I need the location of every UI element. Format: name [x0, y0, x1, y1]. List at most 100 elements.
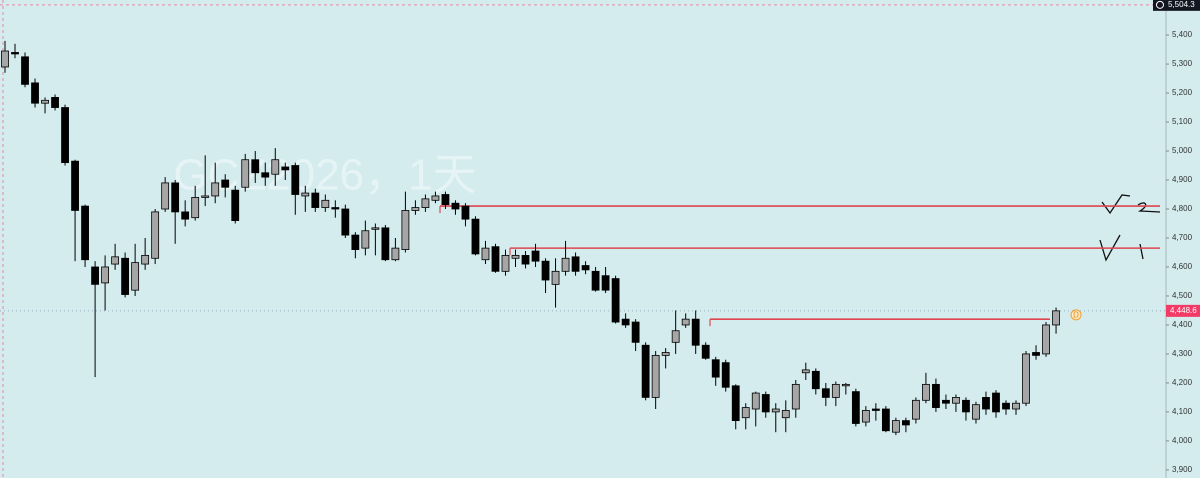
candle-body — [581, 265, 590, 271]
candle-body — [851, 391, 860, 424]
candle-body — [691, 318, 700, 346]
candle-body — [311, 192, 320, 208]
candle-body — [21, 56, 29, 85]
candle-body — [591, 270, 600, 291]
candle-body — [891, 420, 900, 433]
candle-body — [541, 260, 550, 281]
watermark: GCZ2026，1天 — [173, 151, 476, 200]
candle-body — [181, 211, 190, 220]
candle-body — [761, 394, 770, 413]
candle-body — [1042, 324, 1050, 355]
candle-body — [361, 230, 370, 249]
candle-body — [351, 234, 360, 250]
y-tick-label: 5,400 — [1172, 30, 1193, 39]
y-tick-label: 4,500 — [1172, 291, 1193, 300]
candle-body — [231, 189, 240, 221]
candle-body — [811, 370, 820, 390]
candle-body — [741, 407, 750, 419]
y-tick-label: 5,100 — [1172, 117, 1193, 126]
candle-body — [61, 107, 69, 164]
candle-body — [701, 344, 710, 359]
candle-body — [251, 159, 260, 174]
candle-body — [881, 408, 890, 432]
candle-body — [321, 199, 330, 208]
candle-body — [521, 254, 530, 265]
candle-body — [211, 182, 220, 197]
candle-body — [201, 195, 210, 198]
candle-body — [121, 257, 130, 295]
candle-body — [871, 408, 880, 411]
candle-body — [91, 266, 99, 285]
candle-body — [982, 397, 990, 410]
y-tick-label: 4,700 — [1172, 233, 1193, 242]
candle-body — [1052, 310, 1060, 326]
session-marker-label: D — [1073, 310, 1079, 319]
crosshair-icon — [1156, 0, 1164, 9]
candle-body — [711, 359, 720, 378]
candle-body — [771, 408, 780, 413]
candle-body — [922, 383, 930, 401]
candle-body — [411, 207, 420, 211]
candle-body — [551, 270, 560, 285]
candle-body — [481, 247, 490, 261]
candle-body — [191, 197, 200, 219]
candle-body — [791, 383, 800, 410]
candle-body — [391, 247, 400, 261]
candle-body — [141, 254, 150, 265]
candle-body — [1012, 402, 1020, 410]
candle-body — [731, 385, 740, 422]
candle-body — [972, 404, 980, 420]
y-tick-label: 5,300 — [1172, 59, 1193, 68]
candle-body — [131, 262, 140, 291]
candle-body — [942, 399, 950, 404]
candle-body — [721, 362, 730, 388]
candle-body — [571, 256, 580, 272]
y-tick-label: 4,400 — [1172, 320, 1193, 329]
y-tick-label: 4,200 — [1172, 378, 1193, 387]
candle-body — [962, 399, 970, 413]
y-tick-label: 4,800 — [1172, 204, 1193, 213]
y-tick-label: 3,900 — [1172, 465, 1193, 474]
session-marker — [1070, 309, 1082, 321]
candle-body — [821, 388, 830, 398]
candle-body — [631, 321, 640, 343]
last-price-box — [1166, 304, 1200, 317]
check-drawing — [1099, 234, 1144, 262]
candle-body — [371, 227, 380, 230]
candle-body — [381, 227, 390, 261]
candle-body — [1, 50, 9, 68]
candle-body — [841, 383, 850, 387]
candle-body — [271, 159, 280, 175]
candle-body — [1022, 353, 1030, 404]
candle-body — [671, 330, 680, 343]
y-tick-label: 4,300 — [1172, 349, 1193, 358]
candle-body — [992, 392, 1000, 413]
y-tick-label: 4,000 — [1172, 436, 1193, 445]
candle-body — [611, 278, 620, 323]
candle-body — [81, 205, 89, 261]
y-tick-label: 4,600 — [1172, 262, 1193, 271]
y-tick-label: 5,000 — [1172, 146, 1193, 155]
crosshair-price-label: 5,504.3 — [1168, 0, 1195, 9]
candle-body — [431, 195, 440, 201]
candle-body — [161, 182, 170, 210]
candle-body — [751, 392, 760, 410]
y-tick-label: 4,100 — [1172, 407, 1193, 416]
candle-body — [531, 250, 540, 262]
candle-body — [471, 218, 480, 255]
candle-body — [221, 179, 230, 188]
candle-body — [1002, 402, 1010, 410]
candle-body — [902, 420, 910, 426]
candle-body — [31, 82, 39, 104]
candle-body — [831, 383, 840, 398]
y-tick-label: 4,900 — [1172, 175, 1193, 184]
candle-body — [561, 257, 570, 272]
candle-body — [801, 369, 810, 374]
candle-body — [1032, 352, 1040, 356]
candle-body — [281, 166, 290, 171]
candle-body — [601, 275, 610, 291]
candle-body — [501, 254, 510, 272]
candle-body — [952, 397, 960, 404]
